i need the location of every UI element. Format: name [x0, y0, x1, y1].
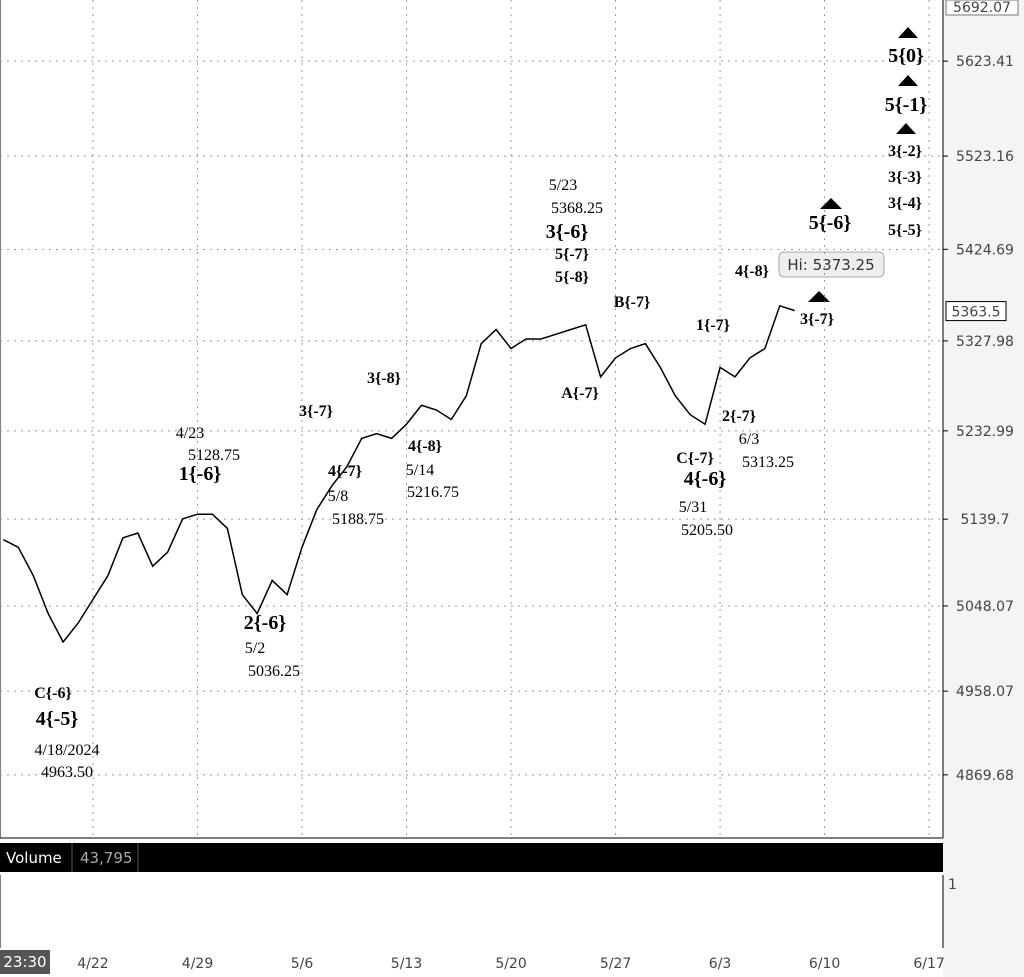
annotation: 1{-6}	[179, 463, 222, 485]
annotation: 5205.50	[681, 522, 733, 539]
annotation: 5{-5}	[888, 222, 922, 239]
annotation: 3{-8}	[367, 370, 401, 387]
annotation: 5{-1}	[885, 94, 928, 116]
markers	[808, 27, 918, 302]
y-tick-label: 5523.16	[956, 149, 1014, 165]
annotation: 5{0}	[888, 45, 924, 67]
annotation: 5{-6}	[809, 212, 852, 234]
annotation: 3{-7}	[299, 403, 333, 420]
annotation: 4{-8}	[735, 263, 769, 280]
volume-title: Volume	[6, 849, 62, 867]
top-label-box	[945, 0, 1019, 16]
volume-value: 43,795	[80, 849, 133, 867]
annotation: 5188.75	[332, 511, 384, 528]
y-tick-label: 5232.99	[956, 424, 1014, 440]
annotation: 4{-5}	[36, 708, 79, 730]
annotation: 5{-7}	[555, 246, 589, 263]
annotation: 3{-3}	[888, 169, 922, 186]
annotation: 4963.50	[41, 764, 93, 781]
y-tick-label: 4869.68	[956, 768, 1014, 784]
triangle	[898, 27, 918, 38]
last-box	[945, 301, 1007, 322]
price-line	[3, 304, 795, 644]
last-label: 5363.5	[952, 305, 1001, 321]
annotation: 3{-7}	[800, 311, 834, 328]
volume-header	[0, 843, 943, 872]
annotation: 5/2	[245, 640, 265, 657]
y-tick-label: 5048.07	[956, 599, 1014, 615]
annotation: 5{-8}	[555, 269, 589, 286]
y-tick-label: 5139.7	[961, 512, 1010, 528]
y-tick-label: 5327.98	[956, 334, 1014, 350]
annotation: 5216.75	[407, 484, 459, 501]
top-label: 5692.07	[953, 0, 1011, 16]
annotation: 4/18/2024	[35, 742, 100, 759]
annotation: 5036.25	[248, 663, 300, 680]
x-tick-label: 5/13	[391, 956, 422, 972]
annotation: 1{-7}	[696, 317, 730, 334]
triangle	[896, 123, 916, 134]
time-label: 23:30	[3, 953, 46, 971]
annotation: C{-6}	[34, 685, 72, 702]
annotation: C{-7}	[676, 450, 714, 467]
x-tick-label: 5/20	[495, 956, 526, 972]
annotation: B{-7}	[614, 294, 651, 311]
triangle	[808, 291, 830, 302]
annotation: 5/8	[328, 488, 348, 505]
annotation: 5128.75	[188, 447, 240, 464]
x-tick-label: 5/6	[291, 956, 314, 972]
annotation: 2{-6}	[244, 612, 287, 634]
triangle	[898, 75, 918, 86]
annotation: 3{-6}	[546, 221, 589, 243]
annotation: 5/31	[679, 499, 707, 516]
x-tick-label: 6/17	[913, 956, 944, 972]
volume-axis-label: 1	[948, 877, 957, 893]
annotation: 5368.25	[551, 200, 603, 217]
high-label: Hi: 5373.25	[787, 256, 874, 274]
annotation: A{-7}	[561, 385, 599, 402]
high-box	[778, 251, 885, 278]
annotation: 3{-4}	[888, 195, 922, 212]
time-box	[0, 950, 50, 974]
annotation: 6/3	[739, 431, 759, 448]
high-bubble: Hi: 5373.25	[778, 251, 885, 278]
x-tick-label: 6/10	[809, 956, 840, 972]
axis-panel	[943, 0, 1024, 977]
x-tick-label: 5/27	[600, 956, 631, 972]
x-tick-label: 4/22	[77, 956, 108, 972]
annotation: 5/23	[549, 177, 577, 194]
triangle	[820, 198, 842, 209]
annotation: 5/14	[406, 462, 434, 479]
annotation: 4/23	[176, 425, 204, 442]
annotation: 4{-6}	[684, 468, 727, 490]
annotation: 4{-8}	[408, 438, 442, 455]
x-tick-label: 4/29	[182, 956, 213, 972]
annotation: 3{-2}	[888, 143, 922, 160]
annotation: 5313.25	[742, 454, 794, 471]
y-tick-label: 5424.69	[956, 242, 1014, 258]
x-tick-label: 6/3	[709, 956, 732, 972]
annotation: 4{-7}	[328, 463, 362, 480]
y-tick-label: 4958.07	[956, 684, 1014, 700]
y-tick-label: 5623.41	[956, 54, 1014, 70]
annotation: 2{-7}	[722, 408, 756, 425]
